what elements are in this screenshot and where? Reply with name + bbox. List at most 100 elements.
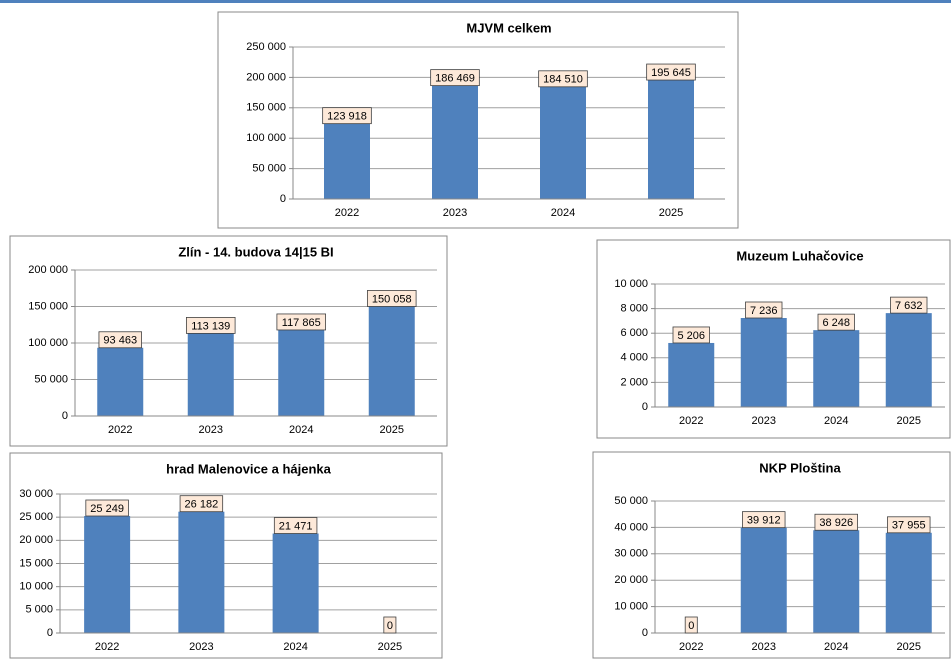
bar bbox=[432, 85, 478, 199]
chart-title: MJVM celkem bbox=[466, 20, 551, 35]
x-tick-label: 2023 bbox=[199, 424, 223, 436]
x-tick-label: 2025 bbox=[380, 424, 404, 436]
y-tick-label: 150 000 bbox=[246, 102, 286, 114]
y-tick-label: 150 000 bbox=[28, 300, 68, 312]
y-tick-label: 0 bbox=[642, 401, 648, 413]
chart-title: NKP Ploština bbox=[759, 460, 841, 475]
data-label-box bbox=[179, 495, 224, 513]
x-tick-label: 2022 bbox=[335, 207, 359, 219]
data-label: 25 249 bbox=[90, 503, 124, 515]
y-tick-label: 100 000 bbox=[28, 337, 68, 349]
y-tick-label: 0 bbox=[47, 627, 53, 639]
bar bbox=[178, 511, 225, 633]
data-label-box bbox=[887, 516, 931, 534]
y-tick-label: 50 000 bbox=[252, 163, 286, 175]
header-bar bbox=[0, 0, 951, 3]
data-label-box bbox=[185, 317, 236, 334]
data-label: 113 139 bbox=[191, 320, 230, 332]
data-label: 123 918 bbox=[327, 111, 367, 123]
x-tick-label: 2024 bbox=[824, 415, 848, 427]
bar bbox=[813, 530, 860, 633]
data-label: 5 206 bbox=[677, 330, 705, 342]
y-tick-label: 10 000 bbox=[614, 278, 648, 290]
data-label: 7 236 bbox=[750, 305, 778, 317]
y-tick-label: 10 000 bbox=[614, 601, 648, 613]
y-tick-label: 5 000 bbox=[25, 604, 53, 616]
y-tick-label: 20 000 bbox=[19, 534, 53, 546]
data-label-box bbox=[383, 616, 397, 634]
bar bbox=[740, 527, 787, 633]
y-tick-label: 40 000 bbox=[614, 521, 648, 533]
x-tick-label: 2025 bbox=[378, 641, 402, 653]
y-tick-label: 0 bbox=[62, 410, 68, 422]
bar bbox=[885, 313, 932, 407]
data-label-box bbox=[430, 69, 480, 87]
data-label: 26 182 bbox=[185, 499, 219, 511]
data-label: 93 463 bbox=[103, 335, 137, 347]
bar bbox=[272, 533, 319, 633]
x-tick-label: 2023 bbox=[752, 641, 776, 653]
data-label: 117 865 bbox=[282, 317, 321, 329]
y-tick-label: 30 000 bbox=[614, 548, 648, 560]
data-label-box bbox=[322, 107, 372, 125]
data-label-box bbox=[890, 296, 928, 314]
y-tick-label: 30 000 bbox=[19, 488, 53, 500]
data-label-box bbox=[538, 70, 588, 88]
data-label: 37 955 bbox=[892, 520, 926, 532]
bar bbox=[187, 333, 234, 416]
bar bbox=[368, 306, 415, 416]
data-label: 150 058 bbox=[372, 293, 412, 305]
x-tick-label: 2022 bbox=[679, 641, 703, 653]
data-label-box bbox=[646, 63, 696, 81]
data-label: 21 471 bbox=[279, 520, 313, 532]
chart-frame bbox=[9, 452, 443, 659]
data-label-box bbox=[817, 313, 855, 331]
x-tick-label: 2022 bbox=[108, 424, 132, 436]
data-label: 184 510 bbox=[543, 74, 583, 86]
bar bbox=[324, 123, 370, 199]
data-label: 186 469 bbox=[435, 73, 475, 85]
x-tick-label: 2022 bbox=[679, 415, 703, 427]
y-tick-label: 250 000 bbox=[246, 41, 286, 53]
x-tick-label: 2024 bbox=[551, 207, 575, 219]
data-label-box bbox=[276, 313, 326, 331]
y-tick-label: 2 000 bbox=[620, 376, 648, 388]
bar bbox=[540, 86, 586, 199]
x-tick-label: 2024 bbox=[824, 641, 848, 653]
data-label: 6 248 bbox=[822, 317, 850, 329]
data-label-box bbox=[672, 326, 710, 344]
y-tick-label: 20 000 bbox=[614, 574, 648, 586]
chart-title: hrad Malenovice a hájenka bbox=[166, 461, 332, 476]
chart-title: Muzeum Luhačovice bbox=[736, 248, 863, 263]
bar bbox=[885, 532, 932, 633]
y-tick-label: 0 bbox=[642, 627, 648, 639]
data-label-box bbox=[745, 301, 783, 319]
y-tick-label: 200 000 bbox=[28, 264, 68, 276]
y-tick-label: 25 000 bbox=[19, 511, 53, 523]
y-tick-label: 100 000 bbox=[246, 132, 286, 144]
data-label: 39 912 bbox=[747, 515, 781, 527]
x-tick-label: 2024 bbox=[283, 641, 307, 653]
bar bbox=[813, 330, 860, 407]
y-tick-label: 50 000 bbox=[614, 495, 648, 507]
data-label-box bbox=[742, 511, 786, 529]
y-tick-label: 8 000 bbox=[620, 303, 648, 315]
data-label-box bbox=[366, 290, 417, 307]
y-tick-label: 4 000 bbox=[620, 352, 648, 364]
x-tick-label: 2025 bbox=[897, 415, 921, 427]
bar bbox=[97, 347, 144, 416]
bar bbox=[648, 80, 694, 199]
data-label: 38 926 bbox=[819, 517, 853, 529]
bar bbox=[740, 317, 787, 407]
x-tick-label: 2025 bbox=[897, 641, 921, 653]
y-tick-label: 15 000 bbox=[19, 557, 53, 569]
data-label: 0 bbox=[688, 620, 694, 632]
y-tick-label: 200 000 bbox=[246, 71, 286, 83]
data-label: 0 bbox=[387, 620, 393, 632]
bar bbox=[84, 516, 131, 633]
x-tick-label: 2025 bbox=[659, 207, 683, 219]
data-label-box bbox=[814, 513, 858, 531]
x-tick-label: 2022 bbox=[95, 641, 119, 653]
x-tick-label: 2023 bbox=[443, 207, 467, 219]
